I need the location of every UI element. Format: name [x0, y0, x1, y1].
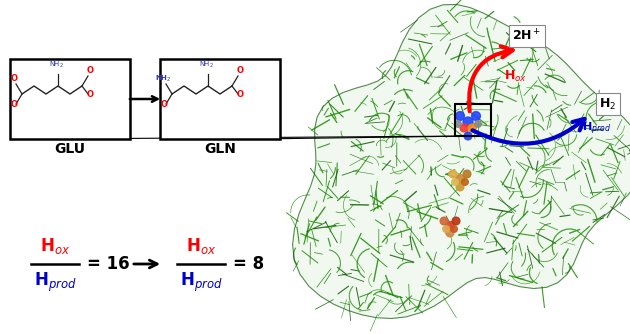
- Circle shape: [452, 217, 460, 225]
- Circle shape: [449, 170, 457, 178]
- Text: H$_{prod}$: H$_{prod}$: [33, 271, 76, 294]
- Text: H$_{ox}$: H$_{ox}$: [505, 68, 527, 84]
- Text: 2H$^+$: 2H$^+$: [512, 28, 542, 44]
- Text: GLN: GLN: [204, 142, 236, 156]
- Text: H$_2$: H$_2$: [599, 97, 617, 112]
- Text: O: O: [161, 100, 168, 109]
- Text: H$_{ox}$: H$_{ox}$: [186, 236, 216, 256]
- Text: NH$_2$: NH$_2$: [49, 60, 64, 70]
- Text: NH$_2$: NH$_2$: [198, 60, 214, 70]
- Circle shape: [440, 217, 448, 225]
- Text: = 16: = 16: [87, 255, 130, 273]
- Text: O: O: [11, 74, 18, 83]
- Circle shape: [463, 170, 471, 178]
- Text: NH$_2$: NH$_2$: [155, 74, 171, 84]
- Circle shape: [456, 183, 464, 191]
- Text: H$_{prod}$: H$_{prod}$: [582, 121, 611, 137]
- Text: O: O: [236, 90, 244, 99]
- Text: GLU: GLU: [55, 142, 86, 156]
- Circle shape: [446, 229, 454, 237]
- Bar: [160, 59, 280, 139]
- Circle shape: [463, 117, 473, 127]
- Text: O: O: [236, 66, 244, 75]
- Circle shape: [464, 132, 472, 140]
- Text: H$_{ox}$: H$_{ox}$: [40, 236, 70, 256]
- Circle shape: [455, 121, 461, 127]
- Circle shape: [455, 112, 464, 120]
- Text: O: O: [86, 66, 93, 75]
- Text: O: O: [86, 90, 93, 99]
- Circle shape: [462, 179, 468, 185]
- Text: O: O: [11, 100, 18, 109]
- Circle shape: [455, 175, 464, 183]
- Text: = 8: = 8: [233, 255, 264, 273]
- Circle shape: [452, 179, 458, 185]
- Circle shape: [450, 226, 457, 232]
- Bar: [455, 104, 491, 136]
- Bar: [10, 59, 130, 139]
- Circle shape: [445, 221, 454, 230]
- Text: H$_{prod}$: H$_{prod}$: [180, 271, 222, 294]
- Circle shape: [443, 226, 449, 232]
- Polygon shape: [292, 4, 630, 319]
- Circle shape: [460, 124, 468, 132]
- Circle shape: [472, 112, 481, 120]
- Circle shape: [468, 124, 476, 132]
- Circle shape: [474, 121, 481, 127]
